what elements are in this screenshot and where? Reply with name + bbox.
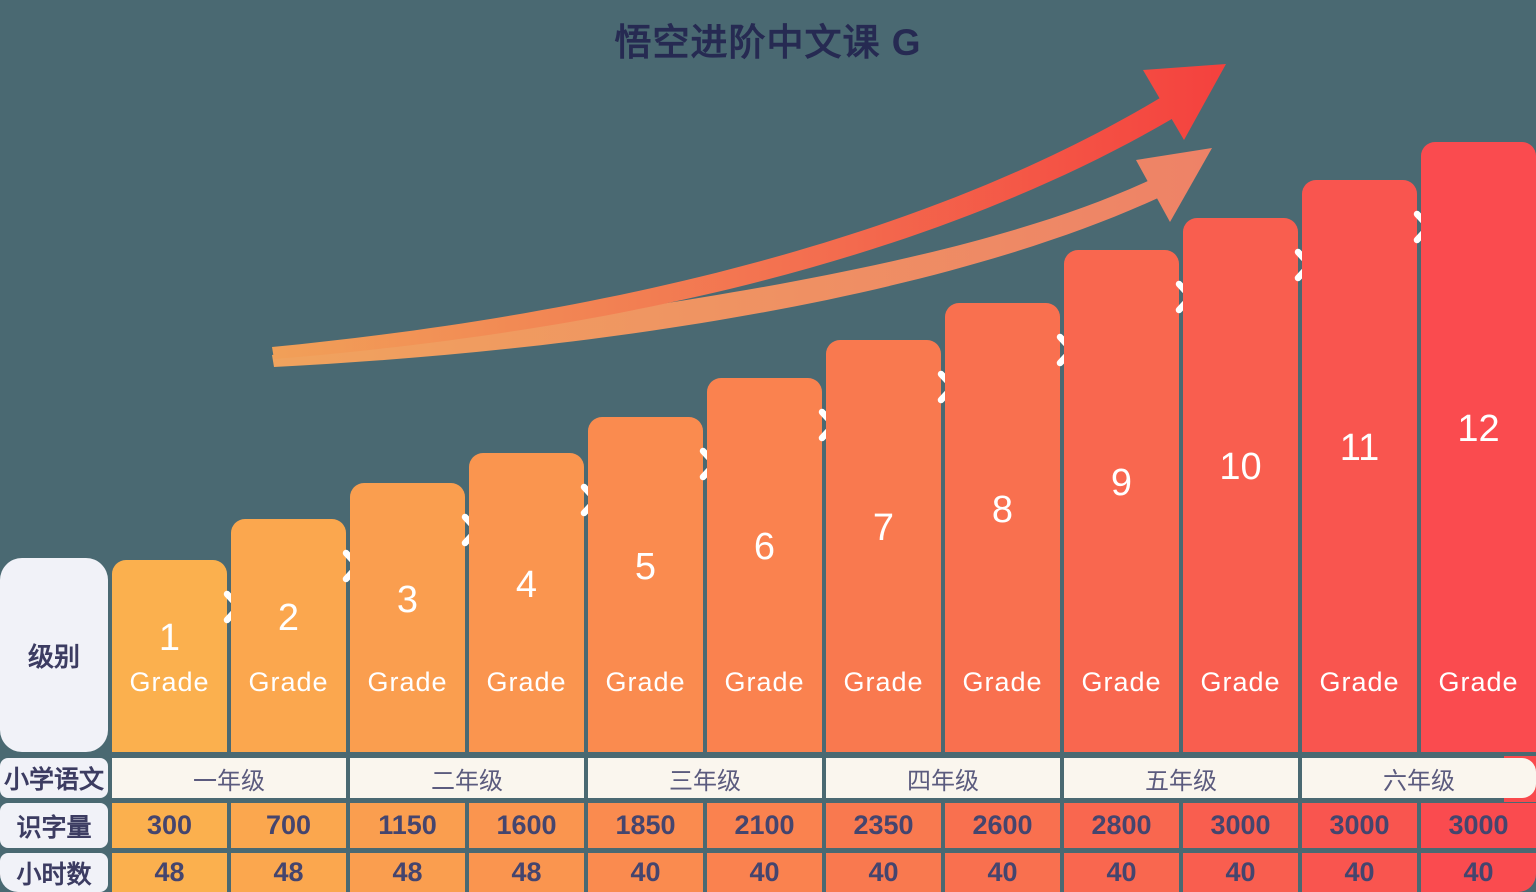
chars-value-cell: 2350 [826,803,941,848]
school-grade-cell: 二年级 [350,758,584,798]
chars-value-cell: 3000 [1183,803,1298,848]
chars-value-cell: 1150 [350,803,465,848]
hours-row-label: 小时数 [0,853,108,892]
level-bar-4: 4 Grade [469,453,584,752]
level-bar-6: 6 Grade [707,378,822,752]
hours-value-cell: 48 [469,853,584,892]
grade-word-label: Grade [605,667,686,697]
grade-word-label: Grade [1438,667,1519,697]
level-number: 1 [158,617,181,659]
school-grade-cell: 三年级 [588,758,822,798]
level-number: 9 [1110,462,1133,504]
chars-value-cell: 3000 [1421,803,1536,848]
school-grade-cell: 五年级 [1064,758,1298,798]
chars-row-label: 识字量 [0,803,108,848]
hours-value-cell: 40 [588,853,703,892]
hours-value-cell: 40 [1302,853,1417,892]
level-bar-11: 11 Grade [1302,180,1417,752]
school-grade-cell: 六年级 [1302,758,1536,798]
level-bar-7: 7 Grade [826,340,941,752]
hours-value-cell: 40 [826,853,941,892]
grade-word-label: Grade [1081,667,1162,697]
level-number: 4 [515,563,538,606]
level-number: 7 [872,507,895,549]
school-row-label: 小学语文 [0,758,108,798]
level-bar-2: 2 Grade [231,519,346,752]
level-number: 5 [634,545,657,588]
level-bar-8: 8 Grade [945,303,1060,752]
chars-value-cell: 2600 [945,803,1060,848]
level-number: 3 [396,578,419,621]
level-number: 10 [1219,446,1262,488]
school-grade-cell: 一年级 [112,758,346,798]
level-bar-9: 9 Grade [1064,250,1179,752]
grade-word-label: Grade [486,667,567,697]
chars-value-cell: 2100 [707,803,822,848]
level-number: 12 [1457,408,1500,450]
level-bar-12: 12 Grade [1421,142,1536,752]
hours-value-cell: 48 [231,853,346,892]
level-bar-3: 3 Grade [350,483,465,752]
grade-word-label: Grade [724,667,805,697]
chars-value-cell: 1850 [588,803,703,848]
grade-word-label: Grade [248,667,329,697]
hours-value-cell: 40 [1064,853,1179,892]
level-number: 11 [1339,427,1380,469]
hours-value-cell: 40 [1421,853,1536,892]
chars-value-cell: 3000 [1302,803,1417,848]
hours-value-cell: 48 [350,853,465,892]
grade-word-label: Grade [1200,667,1281,697]
level-bar-5: 5 Grade [588,417,703,752]
level-number: 2 [277,596,300,639]
grade-word-label: Grade [129,667,210,697]
level-number: 6 [753,526,776,568]
grade-word-label: Grade [1319,667,1400,697]
page-title: 悟空进阶中文课 G [614,22,922,63]
grade-word-label: Grade [367,667,448,697]
level-row-label: 级别 [0,558,108,752]
hours-value-cell: 48 [112,853,227,892]
chars-value-cell: 300 [112,803,227,848]
chars-value-cell: 2800 [1064,803,1179,848]
grade-word-label: Grade [843,667,924,697]
hours-value-cell: 40 [1183,853,1298,892]
chars-value-cell: 1600 [469,803,584,848]
grade-word-label: Grade [962,667,1043,697]
level-bar-1: 1 Grade [112,560,227,752]
level-number: 8 [991,488,1014,531]
chars-value-cell: 700 [231,803,346,848]
hours-value-cell: 40 [707,853,822,892]
hours-value-cell: 40 [945,853,1060,892]
top-growth-arrow [272,64,1226,359]
level-bar-10: 10 Grade [1183,218,1298,752]
school-grade-cell: 四年级 [826,758,1060,798]
